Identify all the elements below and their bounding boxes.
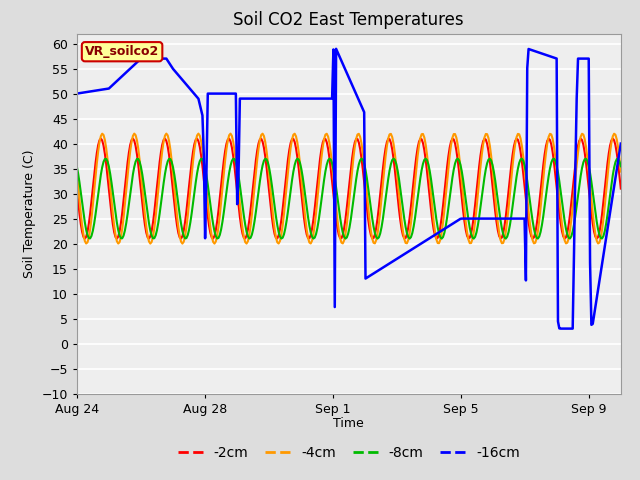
X-axis label: Time: Time xyxy=(333,417,364,430)
Y-axis label: Soil Temperature (C): Soil Temperature (C) xyxy=(23,149,36,278)
Title: Soil CO2 East Temperatures: Soil CO2 East Temperatures xyxy=(234,11,464,29)
Legend: -2cm, -4cm, -8cm, -16cm: -2cm, -4cm, -8cm, -16cm xyxy=(172,441,525,466)
Text: VR_soilco2: VR_soilco2 xyxy=(85,45,159,58)
